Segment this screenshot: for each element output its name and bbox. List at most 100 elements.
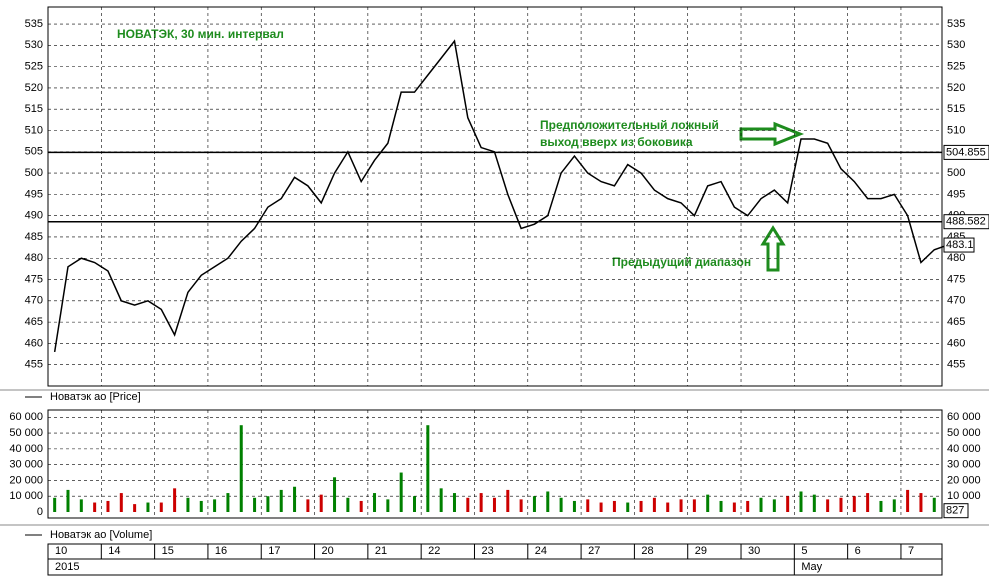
y-tick-label: 525	[25, 61, 43, 73]
last-value-box	[943, 237, 975, 253]
volume-bar	[373, 493, 377, 512]
volume-bar	[386, 499, 390, 512]
volume-bar	[133, 504, 137, 512]
volume-bar	[746, 500, 750, 512]
annotation: Предыдущий диапазон	[612, 255, 751, 269]
volume-bar	[346, 497, 350, 512]
volume-bar	[506, 489, 510, 512]
y-tick-label: 20 000	[9, 474, 43, 486]
volume-bar	[79, 499, 83, 512]
y-tick-label: 455	[947, 359, 965, 371]
y-tick-label: 510	[947, 124, 965, 136]
y-tick-label: 510	[25, 124, 43, 136]
y-tick-label: 480	[947, 252, 965, 264]
volume-bar	[612, 500, 616, 512]
y-tick-label: 465	[947, 316, 965, 328]
last-value-label: 827	[946, 505, 964, 517]
volume-bar	[652, 497, 656, 512]
y-tick-label: 535	[947, 18, 965, 30]
volume-bar	[306, 499, 310, 512]
price-line	[53, 39, 948, 353]
annotation: Предположительный ложный	[540, 118, 719, 132]
y-tick-label: 530	[947, 39, 965, 51]
volume-bar	[786, 496, 790, 512]
volume-bar	[319, 494, 323, 512]
volume-bar	[559, 497, 563, 512]
volume-bar	[439, 488, 443, 512]
volume-bar	[492, 497, 496, 512]
y-tick-label: 525	[947, 61, 965, 73]
y-tick-label: 500	[947, 167, 965, 179]
legend: Новатэк ао [Volume]	[50, 529, 152, 541]
y-tick-label: 520	[25, 82, 43, 94]
level-label: 504.855	[946, 146, 986, 158]
volume-bar	[159, 502, 163, 512]
volume-bar	[932, 497, 936, 512]
annotation: выход вверх из боковика	[540, 135, 693, 149]
level-label: 488.582	[946, 216, 986, 228]
volume-bar	[426, 425, 430, 512]
y-tick-label: 50 000	[947, 427, 981, 439]
y-tick-label: 0	[37, 506, 43, 518]
volume-bar	[759, 497, 763, 512]
arrow	[760, 225, 786, 272]
volume-bar	[692, 499, 696, 512]
x-tick-label: 23	[481, 545, 493, 557]
volume-bar	[266, 496, 270, 512]
x-tick-label: 7	[908, 545, 914, 557]
volume-bar	[599, 502, 603, 512]
period-label: 2015	[55, 561, 79, 573]
volume-bar	[53, 497, 57, 512]
volume-bar	[799, 491, 803, 512]
volume-panel	[47, 409, 943, 519]
y-tick-label: 520	[947, 82, 965, 94]
volume-bar	[666, 502, 670, 512]
volume-bar	[333, 477, 337, 512]
volume-bar	[839, 497, 843, 512]
x-tick-label: 10	[55, 545, 67, 557]
y-tick-label: 500	[25, 167, 43, 179]
plot: 10 14 15 16 17 20 21 22 23 24 27 28 29 30 5 6 7 2015 May 45…	[9, 7, 989, 575]
y-tick-label: 10 000	[9, 490, 43, 502]
y-tick-label: 505	[25, 146, 43, 158]
y-tick-label: 490	[25, 210, 43, 222]
y-tick-label: 40 000	[9, 443, 43, 455]
y-tick-label: 485	[25, 231, 43, 243]
y-tick-label: 455	[25, 359, 43, 371]
y-tick-label: 60 000	[947, 411, 981, 423]
volume-bar	[293, 486, 297, 512]
y-tick-label: 50 000	[9, 427, 43, 439]
volume-bar	[906, 489, 910, 512]
volume-bar	[866, 493, 870, 512]
y-tick-label: 475	[25, 273, 43, 285]
volume-bar	[466, 497, 470, 512]
volume-bar	[186, 497, 190, 512]
y-tick-label: 10 000	[947, 490, 981, 502]
x-tick-label: 6	[855, 545, 861, 557]
volume-bar	[106, 500, 110, 512]
volume-bar	[826, 499, 830, 512]
x-tick-label: 15	[162, 545, 174, 557]
volume-bar	[572, 500, 576, 512]
x-tick-label: 20	[322, 545, 334, 557]
x-tick-label: 14	[108, 545, 120, 557]
volume-bar	[626, 502, 630, 512]
y-tick-label: 30 000	[9, 459, 43, 471]
y-tick-label: 515	[947, 103, 965, 115]
volume-bar	[706, 494, 710, 512]
level-label-box	[943, 214, 989, 230]
y-tick-label: 535	[25, 18, 43, 30]
y-tick-label: 30 000	[947, 459, 981, 471]
volume-bar	[226, 493, 230, 512]
y-tick-label: 40 000	[947, 443, 981, 455]
x-tick-label: 21	[375, 545, 387, 557]
period-label: May	[801, 561, 822, 573]
x-tick-label: 27	[588, 545, 600, 557]
volume-bar	[253, 497, 257, 512]
y-tick-label: 465	[25, 316, 43, 328]
last-value-box	[943, 503, 969, 519]
volume-bar	[213, 499, 217, 512]
price-panel	[47, 6, 943, 387]
volume-bar	[852, 496, 856, 512]
